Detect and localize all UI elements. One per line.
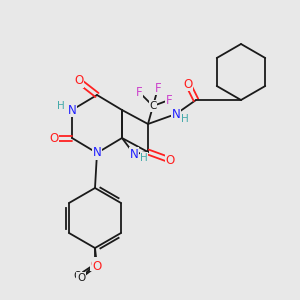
Text: O: O <box>74 74 84 88</box>
Text: O: O <box>73 271 81 281</box>
Text: O: O <box>90 257 100 271</box>
Text: N: N <box>130 148 138 160</box>
Text: O: O <box>165 154 175 166</box>
Text: O: O <box>50 131 58 145</box>
Text: H: H <box>140 153 148 163</box>
Text: N: N <box>68 103 76 116</box>
Text: N: N <box>172 107 180 121</box>
Text: O: O <box>77 273 85 283</box>
Text: O: O <box>92 260 102 272</box>
Text: H: H <box>57 101 65 111</box>
Text: F: F <box>136 85 142 98</box>
Text: F: F <box>155 82 161 94</box>
Text: N: N <box>93 146 101 160</box>
Text: O: O <box>183 77 193 91</box>
Text: C: C <box>149 101 157 111</box>
Text: H: H <box>181 114 189 124</box>
Text: F: F <box>166 94 172 106</box>
